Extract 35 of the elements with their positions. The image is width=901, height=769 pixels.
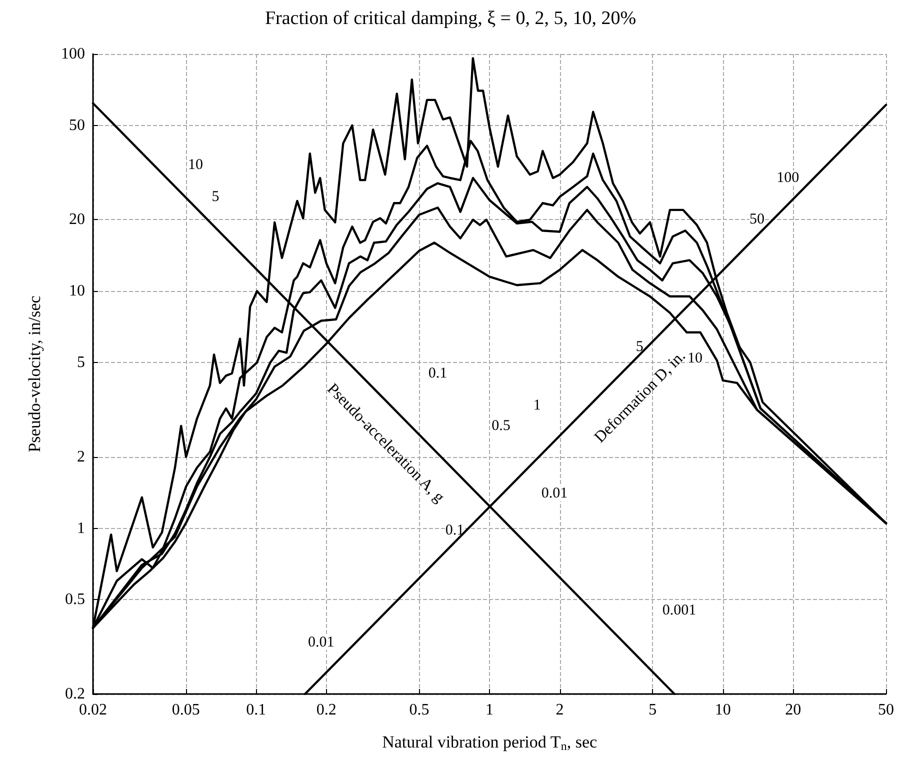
x-tick-label: 0.05 bbox=[172, 702, 200, 718]
annotation: 5 bbox=[636, 339, 644, 356]
x-tick-label: 1 bbox=[486, 702, 494, 718]
y-tick-label: 0.2 bbox=[65, 686, 85, 702]
annotation: 5 bbox=[212, 188, 220, 205]
y-tick-label: 50 bbox=[69, 116, 85, 134]
x-tick-label: 0.5 bbox=[409, 702, 430, 718]
x-tick-label: 20 bbox=[785, 702, 802, 718]
y-tick-label: 10 bbox=[69, 282, 85, 300]
x-tick-label: 0.02 bbox=[79, 702, 107, 718]
y-tick-label: 0.5 bbox=[65, 591, 85, 608]
annotation: 0.01 bbox=[541, 486, 568, 502]
x-tick-label: 0.2 bbox=[316, 702, 336, 718]
annotation: 50 bbox=[749, 212, 764, 228]
annotation: 0.1 bbox=[428, 365, 448, 382]
annotation: 10 bbox=[688, 350, 703, 366]
annotation: 0.001 bbox=[662, 602, 696, 618]
x-tick-label: 5 bbox=[648, 702, 657, 718]
y-tick-label: 100 bbox=[61, 46, 85, 62]
annotation: 1 bbox=[533, 397, 541, 414]
y-tick-label: 1 bbox=[77, 520, 85, 537]
y-axis-title: Pseudo-velocity, in/sec bbox=[25, 295, 44, 452]
x-tick-label: 50 bbox=[878, 702, 894, 718]
y-tick-label: 20 bbox=[69, 211, 85, 228]
x-tick-label: 10 bbox=[714, 702, 731, 718]
x-tick-label: 2 bbox=[556, 702, 564, 718]
annotation: 100 bbox=[776, 170, 800, 186]
chart-title: Fraction of critical damping, ξ = 0, 2, 5, 10, 20% bbox=[264, 8, 636, 29]
annotation: 0.01 bbox=[308, 634, 334, 650]
y-tick-label: 5 bbox=[77, 354, 85, 372]
annotation: 10 bbox=[188, 157, 204, 174]
annotation: 0.5 bbox=[492, 418, 510, 434]
x-tick-label: 0.1 bbox=[246, 702, 266, 718]
y-tick-label: 2 bbox=[77, 448, 85, 466]
annotation: 0.1 bbox=[445, 522, 464, 538]
